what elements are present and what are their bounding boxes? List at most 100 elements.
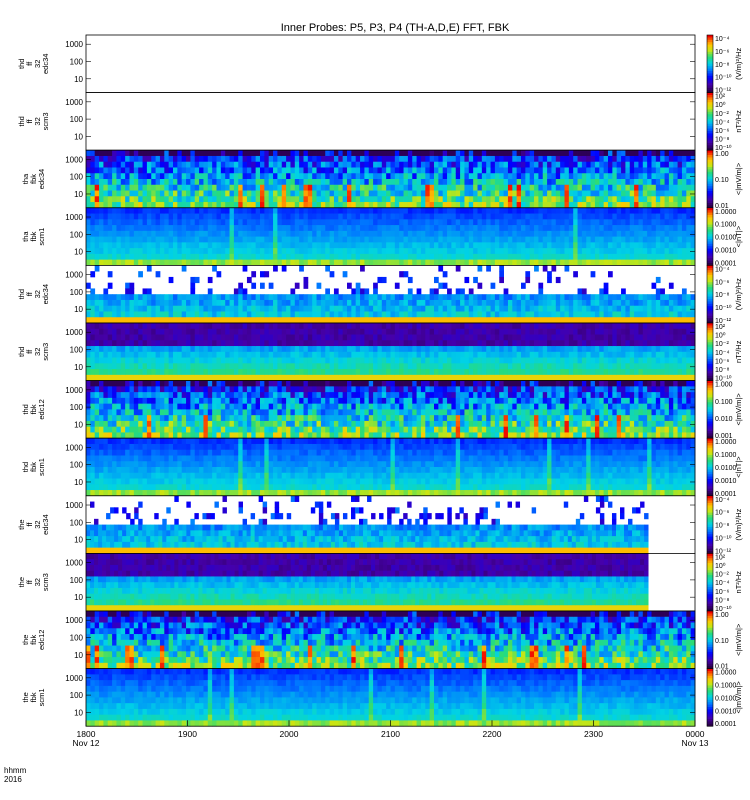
spectrogram-cell bbox=[242, 334, 248, 341]
spectrogram-cell bbox=[568, 167, 574, 174]
spectrogram-cell bbox=[281, 311, 287, 318]
spectrogram-cell bbox=[368, 363, 374, 370]
spectrogram-cell bbox=[629, 202, 635, 209]
spectrogram-cell bbox=[368, 334, 374, 341]
spectrogram-cell bbox=[138, 369, 143, 376]
spectrogram-cell bbox=[155, 225, 161, 232]
spectrogram-cell bbox=[329, 248, 335, 255]
spectrogram-cell bbox=[277, 179, 283, 186]
spectrogram-cell bbox=[303, 346, 309, 353]
spectrogram-cell bbox=[207, 184, 213, 191]
spectrogram-cell bbox=[103, 334, 109, 341]
colorbar-segment bbox=[707, 284, 713, 288]
spectrogram-cell bbox=[681, 161, 687, 168]
spectrogram-cell bbox=[386, 363, 391, 370]
spectrogram-cell bbox=[534, 213, 539, 220]
spectrogram-cell bbox=[233, 317, 239, 324]
spectrogram-cell bbox=[664, 179, 670, 186]
spectrogram-cell bbox=[407, 311, 413, 318]
spectrogram-cell bbox=[490, 236, 496, 243]
spectrogram-cell bbox=[177, 242, 183, 249]
spectrogram-cell bbox=[538, 357, 544, 364]
spectrogram-cell bbox=[251, 317, 257, 324]
spectrogram-cell bbox=[133, 346, 139, 353]
spectrogram-cell bbox=[438, 282, 444, 289]
spectrogram-cell bbox=[512, 299, 518, 307]
spectrogram-cell bbox=[464, 276, 470, 284]
spectrogram-cell bbox=[673, 179, 678, 186]
spectrogram-cell bbox=[473, 213, 478, 220]
spectrogram-cell bbox=[264, 155, 270, 163]
spectrogram-cell bbox=[225, 374, 230, 381]
spectrogram-cell bbox=[403, 196, 409, 203]
spectrogram-cell bbox=[564, 369, 570, 376]
spectrogram-cell bbox=[294, 311, 300, 318]
spectrogram-cell bbox=[399, 236, 404, 243]
spectrogram-cell bbox=[477, 282, 483, 289]
spectrogram-cell bbox=[547, 155, 552, 163]
spectrogram-cell bbox=[155, 248, 161, 255]
spectrogram-cell bbox=[486, 317, 491, 324]
spectrogram-cell bbox=[342, 179, 348, 186]
spectrogram-cell bbox=[481, 207, 487, 214]
spectrogram-cell bbox=[642, 259, 648, 266]
spectrogram-cell bbox=[399, 213, 404, 220]
spectrogram-cell bbox=[538, 323, 544, 330]
spectrogram-cell bbox=[490, 334, 496, 341]
spectrogram-cell bbox=[516, 369, 522, 376]
spectrogram-cell bbox=[538, 196, 544, 203]
colorbar-segment bbox=[707, 164, 713, 168]
spectrogram-cell bbox=[260, 294, 265, 301]
spectrogram-cell bbox=[146, 369, 152, 376]
spectrogram-cell bbox=[368, 167, 374, 174]
spectrogram-cell bbox=[325, 173, 330, 180]
spectrogram-cell bbox=[333, 346, 339, 353]
spectrogram-cell bbox=[412, 242, 417, 249]
spectrogram-cell bbox=[86, 207, 91, 214]
spectrogram-cell bbox=[538, 190, 544, 197]
spectrogram-cell bbox=[373, 259, 378, 266]
spectrogram-cell bbox=[451, 173, 457, 180]
spectrogram-cell bbox=[268, 207, 274, 214]
spectrogram-cell bbox=[516, 219, 522, 226]
spectrogram-cell bbox=[486, 248, 491, 255]
spectrogram-cell bbox=[355, 248, 361, 255]
spectrogram-cell bbox=[203, 351, 209, 358]
spectrogram-cell bbox=[90, 311, 96, 318]
spectrogram-cell bbox=[159, 374, 165, 381]
y-tick-label: 1000 bbox=[65, 213, 83, 222]
spectrogram-cell bbox=[381, 311, 387, 318]
spectrogram-cell bbox=[416, 155, 422, 163]
spectrogram-cell bbox=[612, 150, 618, 157]
spectrogram-cell bbox=[486, 179, 491, 186]
spectrogram-cell bbox=[477, 259, 483, 266]
spectrogram-cell bbox=[329, 346, 335, 353]
spectrogram-cell bbox=[186, 328, 191, 335]
spectrogram-cell bbox=[503, 334, 509, 341]
spectrogram-cell bbox=[608, 259, 613, 266]
spectrogram-cell bbox=[316, 317, 322, 324]
spectrogram-cell bbox=[116, 150, 122, 157]
spectrogram-cell bbox=[294, 173, 300, 180]
spectrogram-cell bbox=[316, 219, 322, 226]
spectrogram-cell bbox=[116, 173, 122, 180]
spectrogram-cell bbox=[412, 173, 417, 180]
spectrogram-cell bbox=[151, 294, 156, 301]
spectrogram-cell bbox=[99, 230, 104, 237]
spectrogram-cell bbox=[594, 196, 600, 203]
spectrogram-cell bbox=[394, 351, 400, 358]
spectrogram-cell bbox=[407, 179, 413, 186]
spectrogram-cell bbox=[542, 369, 548, 376]
spectrogram-cell bbox=[142, 340, 148, 347]
spectrogram-cell bbox=[521, 161, 526, 168]
spectrogram-cell bbox=[673, 236, 678, 243]
spectrogram-cell bbox=[477, 213, 483, 220]
spectrogram-cell bbox=[564, 357, 570, 364]
spectrogram-cell bbox=[507, 173, 513, 180]
colorbar-segment bbox=[707, 217, 713, 221]
spectrogram-cell bbox=[394, 173, 400, 180]
spectrogram-cell bbox=[425, 340, 431, 347]
spectrogram-cell bbox=[199, 346, 204, 353]
spectrogram-cell bbox=[468, 213, 474, 220]
spectrogram-cell bbox=[168, 328, 174, 335]
